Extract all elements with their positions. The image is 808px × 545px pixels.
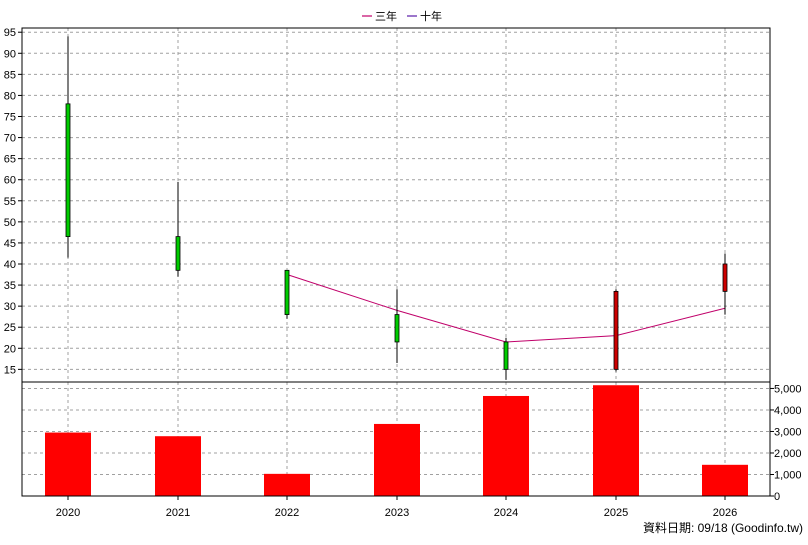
volume-bars: [45, 385, 748, 496]
price-tick-label: 20: [4, 343, 16, 355]
axes: 152025303540455055606570758085909501,000…: [4, 27, 802, 519]
candlesticks: [65, 36, 728, 380]
category-label: 2020: [56, 507, 80, 519]
candlestick: [394, 289, 400, 364]
volume-tick-label: 2,000: [774, 448, 802, 460]
category-label: 2025: [604, 507, 628, 519]
candlestick: [284, 269, 290, 319]
price-tick-label: 15: [4, 364, 16, 376]
candle-body: [394, 314, 400, 343]
category-label: 2026: [713, 507, 737, 519]
price-tick-label: 35: [4, 280, 16, 292]
volume-bar: [593, 385, 639, 496]
price-tick-label: 45: [4, 238, 16, 250]
candle-body: [503, 341, 509, 370]
candlestick: [613, 289, 619, 372]
category-label: 2022: [275, 507, 299, 519]
price-tick-label: 25: [4, 322, 16, 334]
volume-bar: [702, 464, 748, 496]
category-label: 2024: [494, 507, 518, 519]
price-tick-label: 85: [4, 69, 16, 81]
candlestick: [175, 181, 181, 277]
candle-body: [613, 290, 619, 370]
candlestick: [503, 337, 509, 380]
price-tick-label: 75: [4, 112, 16, 124]
legend: 三年 十年: [362, 9, 442, 23]
price-tick-label: 55: [4, 196, 16, 208]
volume-tick-label: 3,000: [774, 426, 802, 438]
footer-source: 資料日期: 09/18 (Goodinfo.tw): [643, 521, 803, 535]
candle-body: [65, 103, 71, 238]
price-tick-label: 80: [4, 90, 16, 102]
candle-body: [722, 263, 728, 292]
category-label: 2021: [166, 507, 190, 519]
price-tick-label: 30: [4, 301, 16, 313]
volume-bar: [264, 473, 310, 496]
category-label: 2023: [385, 507, 409, 519]
volume-tick-label: 5,000: [774, 383, 802, 395]
price-tick-label: 40: [4, 259, 16, 271]
volume-bar: [155, 436, 201, 496]
price-tick-label: 60: [4, 175, 16, 187]
price-tick-label: 65: [4, 154, 16, 166]
volume-panel-frame: [21, 381, 771, 497]
volume-bar: [374, 423, 420, 496]
legend-label-10yr: 十年: [420, 9, 442, 23]
candlestick: [65, 36, 71, 258]
volume-tick-label: 4,000: [774, 405, 802, 417]
candle-body: [284, 269, 290, 315]
candle-body: [175, 236, 181, 271]
volume-tick-label: 0: [774, 491, 780, 503]
price-tick-label: 90: [4, 48, 16, 60]
price-tick-label: 50: [4, 217, 16, 229]
candlestick: [722, 253, 728, 315]
legend-label-3yr: 三年: [375, 9, 397, 23]
volume-bar: [45, 432, 91, 496]
price-tick-label: 95: [4, 27, 16, 39]
volume-tick-label: 1,000: [774, 469, 802, 481]
grid: [22, 28, 770, 496]
price-tick-label: 70: [4, 133, 16, 145]
volume-bar: [483, 395, 529, 496]
